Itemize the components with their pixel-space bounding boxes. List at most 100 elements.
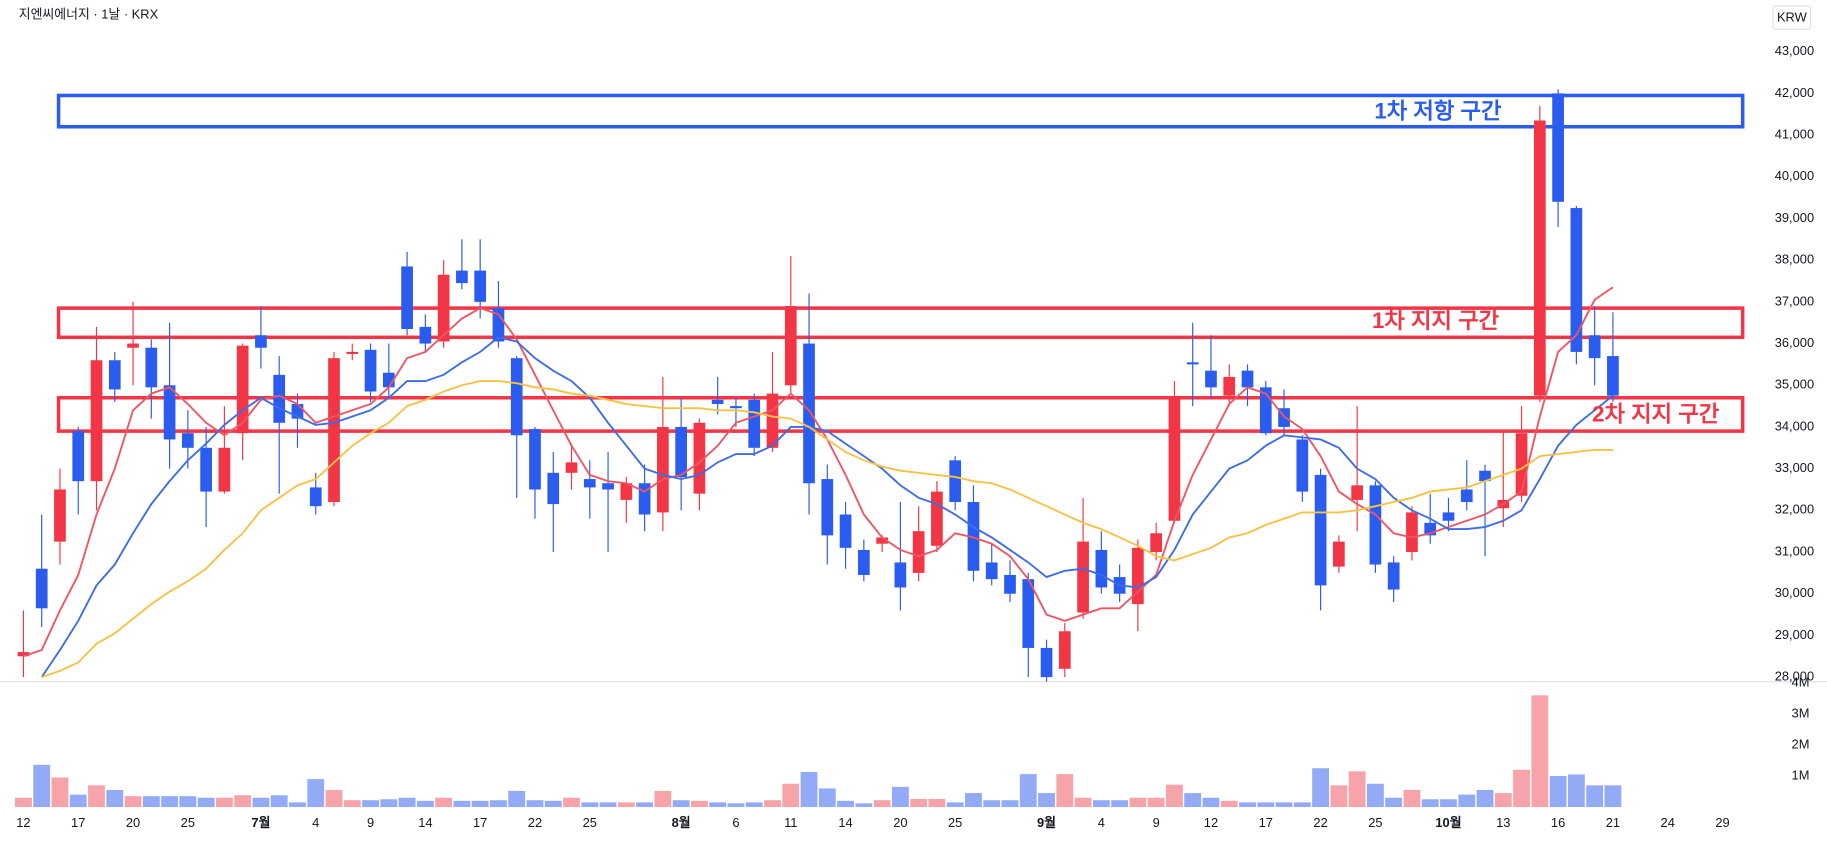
candle-body (510, 358, 523, 436)
candle-body (602, 483, 614, 490)
volume-bar (252, 797, 270, 808)
candle-body (1460, 489, 1473, 502)
volume-bar (380, 799, 398, 808)
candle-body (1515, 433, 1528, 496)
volume-bar (398, 797, 416, 808)
candle-body (17, 652, 30, 657)
volume-bar (910, 798, 928, 808)
candle-body (364, 349, 377, 392)
y-tick-label: 33,000 (1775, 460, 1814, 475)
moving-average-line (41, 380, 1613, 678)
volume-bar (837, 800, 855, 808)
candle-body (108, 360, 121, 390)
candle-body (620, 483, 633, 500)
candle-body (1205, 370, 1217, 388)
x-tick-label: 17 (473, 815, 487, 830)
currency-box (1772, 5, 1812, 30)
x-tick-label: 13 (1496, 815, 1510, 830)
candle-body (1186, 362, 1199, 365)
volume-bar (69, 794, 87, 808)
candle-body (748, 399, 761, 448)
candle-body (1077, 541, 1089, 613)
volume-bar (1220, 800, 1238, 808)
candle-body (839, 514, 852, 548)
candle-body (1351, 485, 1363, 500)
candle-body (255, 335, 267, 348)
volume-bar (672, 800, 690, 808)
x-tick-label: 17 (1259, 815, 1273, 830)
candle-body (346, 351, 359, 354)
x-tick-label: 14 (838, 815, 852, 830)
volume-bar (1385, 797, 1403, 808)
candle-body (529, 429, 541, 490)
volume-bar (983, 800, 1001, 808)
candle-body (456, 270, 468, 284)
candle-body (163, 385, 176, 440)
candle-body (803, 343, 815, 484)
volume-bar (471, 800, 489, 808)
x-tick-label: 11 (784, 815, 797, 830)
axes: 28,000 29,000 30,000 31,000 32,000 33,000 34,0… (16, 43, 1814, 830)
volume-bar (88, 785, 105, 808)
candle-body (1333, 541, 1345, 567)
volume-bar (1513, 769, 1530, 808)
volume-bar (636, 802, 654, 808)
volume-bar (891, 786, 909, 808)
volume-bar (1549, 775, 1567, 808)
volume-bar (362, 800, 379, 808)
y-tick-label: 29,000 (1775, 627, 1814, 642)
candle-body (437, 274, 450, 342)
volume-bar (33, 764, 51, 808)
volume-bar (1001, 800, 1019, 808)
y-tick-label: 37,000 (1775, 293, 1814, 308)
x-tick-label: 4 (312, 815, 319, 830)
volume-bar (1275, 802, 1293, 808)
candle-body (309, 487, 322, 507)
candle-body (54, 489, 66, 542)
volume-bar (179, 796, 197, 808)
volume-bar (873, 800, 891, 808)
volume-bar (1056, 774, 1074, 808)
volume-bar (1166, 784, 1183, 808)
candle-body (894, 562, 907, 588)
x-tick-label: 22 (528, 815, 542, 830)
y-tick-label: 36,000 (1775, 335, 1814, 350)
volume-bar (818, 788, 836, 808)
candle-body (1570, 208, 1583, 352)
volume-bar (1147, 797, 1165, 808)
price-pane (17, 89, 1745, 682)
candle-body (675, 426, 687, 477)
candle-body (200, 447, 212, 492)
volume-bar (325, 789, 343, 808)
x-tick-label: 25 (948, 815, 962, 830)
y-tick-label: 32,000 (1775, 502, 1814, 517)
candle-body (273, 374, 286, 423)
x-tick-label: 9 (1153, 815, 1160, 830)
candle-body (218, 447, 231, 492)
volume-bar (1586, 785, 1604, 808)
candle-body (1223, 376, 1236, 396)
volume-bar (51, 777, 69, 808)
volume-bar (709, 802, 727, 808)
candle-body (1022, 579, 1035, 648)
candle-body (1369, 485, 1382, 565)
volume-bar (800, 771, 818, 808)
volume-bar (1458, 794, 1476, 808)
x-tick-label: 22 (1313, 815, 1327, 830)
volume-bar (1257, 802, 1275, 808)
candle-body (1533, 120, 1546, 396)
volume-bar (1476, 789, 1494, 808)
candle-body (291, 404, 304, 419)
x-tick-label: 25 (181, 815, 195, 830)
volume-bar (270, 795, 288, 808)
volume-bar (1239, 802, 1256, 808)
volume-bar (1366, 783, 1384, 808)
candle-body (181, 433, 194, 448)
volume-tick-label: 3M (1792, 705, 1810, 720)
volume-bar (1293, 802, 1311, 808)
volume-bar (508, 790, 526, 808)
x-tick-label: 9 (367, 815, 374, 830)
candle-body (236, 345, 249, 434)
candle-body (1241, 370, 1254, 388)
volume-bar (234, 795, 252, 808)
